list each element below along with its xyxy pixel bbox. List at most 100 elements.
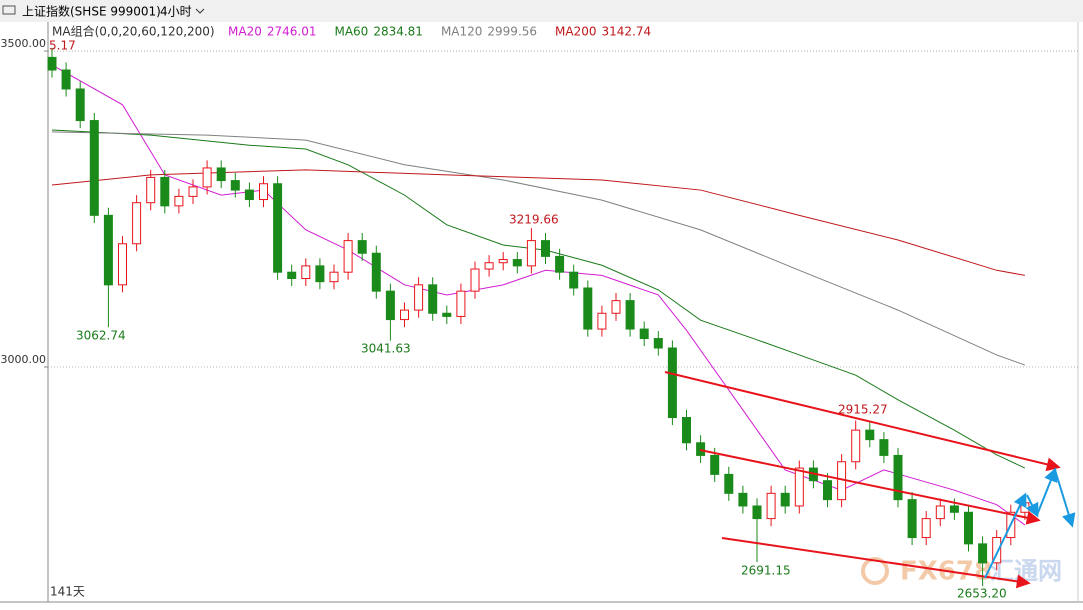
ma-line [51,64,1026,526]
legend-value: 2999.56 [487,25,537,39]
forecast-arrow [1036,467,1058,516]
y-tick-label: 3500.00 [1,37,47,50]
candle-body [301,265,311,280]
trend-line [699,449,1041,525]
candle-body [949,505,959,513]
forecast-arrow [1025,494,1039,518]
candle-body [244,189,254,201]
candle-body [555,255,565,273]
candle-body [202,167,212,188]
annotation: 5.17 [49,39,76,53]
candle-body [780,492,790,507]
candle-body [343,240,353,273]
forecast-arrow [984,492,1027,579]
candle-body [414,284,424,311]
candle-body [273,183,283,273]
candle-body [287,271,297,280]
candle-body [357,240,367,254]
candle-body [696,442,706,456]
candle-body [682,417,691,444]
candle-body [865,429,875,441]
watermark-logo [861,557,889,585]
ma-line [51,169,1025,276]
legend-name: MA200 [555,25,596,39]
indicator-label: MA组合(0,0,20,60,120,200) [52,24,215,39]
candle-body [921,518,931,539]
candle-body [428,284,438,314]
ma-line [51,131,1026,366]
annotation: 3041.63 [361,342,411,356]
candle-body [710,454,720,475]
candle-body [484,262,494,270]
candle-body [907,499,917,539]
legend-value: 2834.81 [373,25,423,39]
toolbar-icon [2,5,16,15]
candle-body [823,480,832,501]
trend-line [721,537,1031,589]
ma-line [51,129,1026,469]
candle-body [188,186,198,197]
candle-body [611,300,621,314]
candle-body [893,454,903,501]
candle-body [597,312,607,330]
legend-name: MA60 [334,25,368,39]
candle-body [498,259,508,264]
toolbar [0,0,1083,22]
candle-body [1020,502,1030,513]
candle-body [315,265,325,283]
candle-body [160,176,170,207]
candle-body [992,537,1002,564]
candle-body [230,180,240,191]
symbol-title[interactable]: 上证指数(SHSE 999001) [22,4,161,19]
trend-line [664,371,1061,472]
forecast-arrow [1054,469,1076,528]
candle-body [89,120,99,216]
period-selector[interactable]: 4小时 [160,5,192,19]
candle-body [216,167,226,182]
candle-body [541,240,550,257]
candle-body [146,176,156,204]
legend-value: 3142.74 [602,25,652,39]
candle-body [978,543,988,564]
candle-body [47,56,57,71]
candle-body [794,467,804,507]
candle-body [132,202,142,245]
candle-body [935,505,945,520]
candle-body [569,271,579,289]
candle-body [75,88,85,122]
annotation: 3062.74 [76,329,126,343]
legend: MA20 2746.01 MA60 2834.81 MA120 2999.56 MA200 3… [228,25,651,39]
candle-body [442,312,452,317]
candle-body [851,429,861,463]
candle-body [667,347,677,419]
candle-body [329,271,339,283]
legend-value: 2746.01 [267,25,317,39]
candle-body [174,195,184,207]
candle-body [385,290,395,321]
candle-body [879,439,889,456]
dropdown-arrow[interactable] [195,8,205,14]
candle-body [752,505,762,520]
candle-body [512,259,522,267]
annotation: 2691.15 [741,564,791,578]
candle-body [738,492,748,507]
annotation: 2653.20 [957,587,1007,601]
candle-body [118,243,127,286]
candle-body [766,492,776,520]
candle-body [371,252,381,292]
candle-body [625,300,635,330]
candle-body [583,287,593,330]
days-label: 141天 [50,585,85,599]
candle-body [639,328,649,340]
candle-body [456,290,466,317]
candle-body [400,309,409,321]
candle-body [653,338,663,349]
y-tick-label: 3000.00 [1,353,47,366]
candle-body [470,268,480,292]
candle-body [724,473,734,494]
candle-body [526,240,536,267]
candle-body [964,511,973,545]
candle-body [103,214,113,286]
candle-body [61,69,71,90]
